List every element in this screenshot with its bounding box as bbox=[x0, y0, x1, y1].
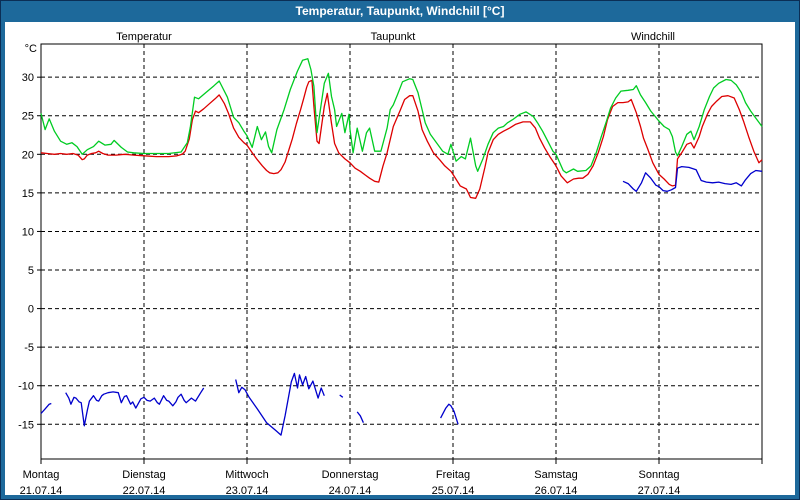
x-day-date-label: 27.07.14 bbox=[638, 485, 681, 497]
series-line-taupunkt bbox=[65, 387, 205, 427]
x-day-name-label: Mittwoch bbox=[225, 469, 268, 481]
x-day-date-label: 24.07.14 bbox=[329, 485, 372, 497]
window-frame-left bbox=[1, 22, 5, 499]
x-day-name-label: Donnerstag bbox=[322, 469, 379, 481]
series-line-taupunkt bbox=[622, 165, 763, 192]
y-tick-label: -15 bbox=[18, 419, 34, 431]
x-day-name-label: Montag bbox=[23, 469, 60, 481]
x-day-name-label: Sonntag bbox=[639, 469, 680, 481]
y-tick-label: -5 bbox=[24, 342, 34, 354]
y-tick-label: 10 bbox=[22, 226, 34, 238]
legend-label-temperatur: Temperatur bbox=[116, 31, 172, 43]
y-tick-label: 15 bbox=[22, 188, 34, 200]
plot-frame bbox=[40, 43, 763, 460]
y-tick-label: 25 bbox=[22, 111, 34, 123]
x-day-date-label: 26.07.14 bbox=[535, 485, 578, 497]
y-tick-label: -10 bbox=[18, 381, 34, 393]
y-tick-label: 20 bbox=[22, 149, 34, 161]
series-line-taupunkt bbox=[440, 403, 459, 425]
x-day-date-label: 23.07.14 bbox=[226, 485, 269, 497]
x-day-date-label: 21.07.14 bbox=[20, 485, 63, 497]
series-line-taupunkt bbox=[356, 411, 364, 423]
chart-title: Temperatur, Taupunkt, Windchill [°C] bbox=[295, 4, 505, 18]
series-line-taupunkt bbox=[40, 402, 52, 414]
series-line-taupunkt bbox=[235, 372, 325, 436]
window-frame-bottom bbox=[1, 495, 799, 499]
x-day-name-label: Samstag bbox=[534, 469, 577, 481]
legend-label-taupunkt: Taupunkt bbox=[371, 31, 416, 43]
series-line-taupunkt bbox=[339, 394, 344, 398]
x-day-date-label: 22.07.14 bbox=[123, 485, 166, 497]
y-tick-label: 0 bbox=[28, 304, 34, 316]
x-day-name-label: Dienstag bbox=[122, 469, 165, 481]
x-day-date-label: 25.07.14 bbox=[432, 485, 475, 497]
legend-label-windchill: Windchill bbox=[631, 31, 675, 43]
window-frame-right bbox=[795, 22, 799, 499]
y-tick-label: 30 bbox=[22, 72, 34, 84]
x-day-name-label: Freitag bbox=[436, 469, 470, 481]
y-axis-unit-label: °C bbox=[25, 43, 37, 55]
y-tick-label: 5 bbox=[28, 265, 34, 277]
series-line-temperatur bbox=[40, 79, 763, 199]
series-line-windchill bbox=[40, 58, 763, 174]
window-titlebar: Temperatur, Taupunkt, Windchill [°C] bbox=[1, 1, 799, 22]
